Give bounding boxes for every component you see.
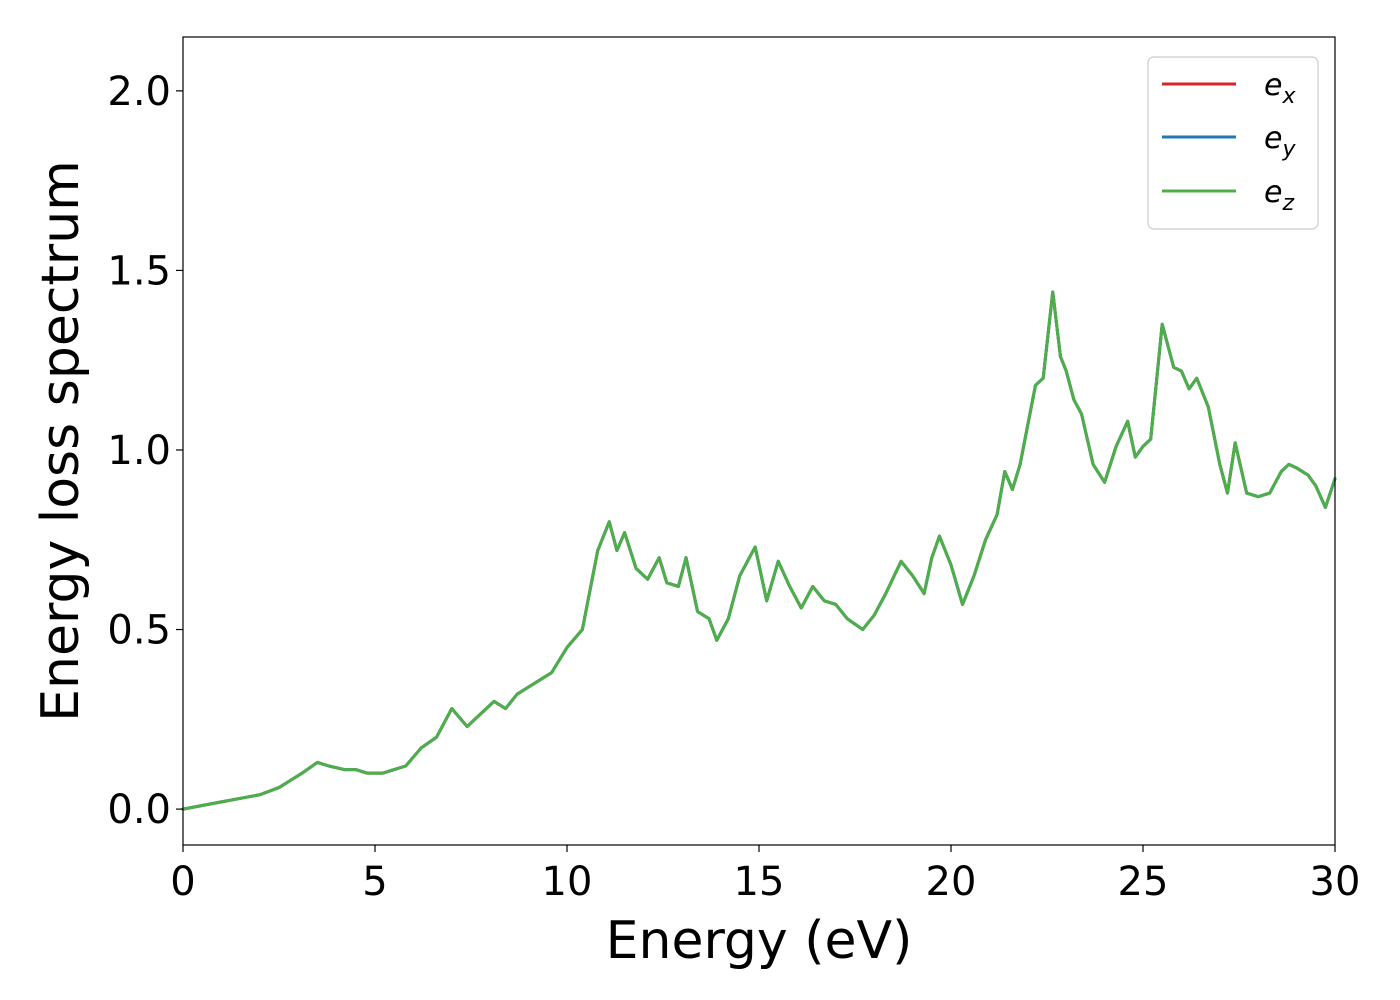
y-tick-label: 2.0 [107, 69, 171, 115]
legend-label-ex: ex [1264, 68, 1296, 109]
x-tick-label: 10 [542, 859, 593, 905]
y-axis-ticks: 0.0 0.5 1.0 1.5 2.0 [107, 69, 183, 833]
x-axis-label: Energy (eV) [606, 911, 913, 971]
series-line-e-z [181, 290, 1337, 811]
x-axis-ticks: 0 5 10 15 20 25 30 [170, 845, 1360, 905]
x-tick-label: 15 [734, 859, 785, 905]
legend-box [1147, 56, 1319, 230]
x-tick-label: 0 [170, 859, 195, 905]
legend-label-ey: ey [1264, 121, 1296, 162]
x-tick-label: 30 [1310, 859, 1361, 905]
series-layer [181, 290, 1337, 811]
x-tick-label: 5 [362, 859, 387, 905]
x-tick-label: 25 [1118, 859, 1169, 905]
y-tick-label: 1.5 [107, 248, 171, 294]
y-tick-label: 1.0 [107, 428, 171, 474]
y-tick-label: 0.5 [107, 608, 171, 654]
x-tick-label: 20 [926, 859, 977, 905]
legend-label-ez: ez [1264, 175, 1294, 216]
y-axis-label: Energy loss spectrum [31, 160, 91, 722]
y-tick-label: 0.0 [107, 787, 171, 833]
legend: ex ey ez [1147, 56, 1319, 230]
